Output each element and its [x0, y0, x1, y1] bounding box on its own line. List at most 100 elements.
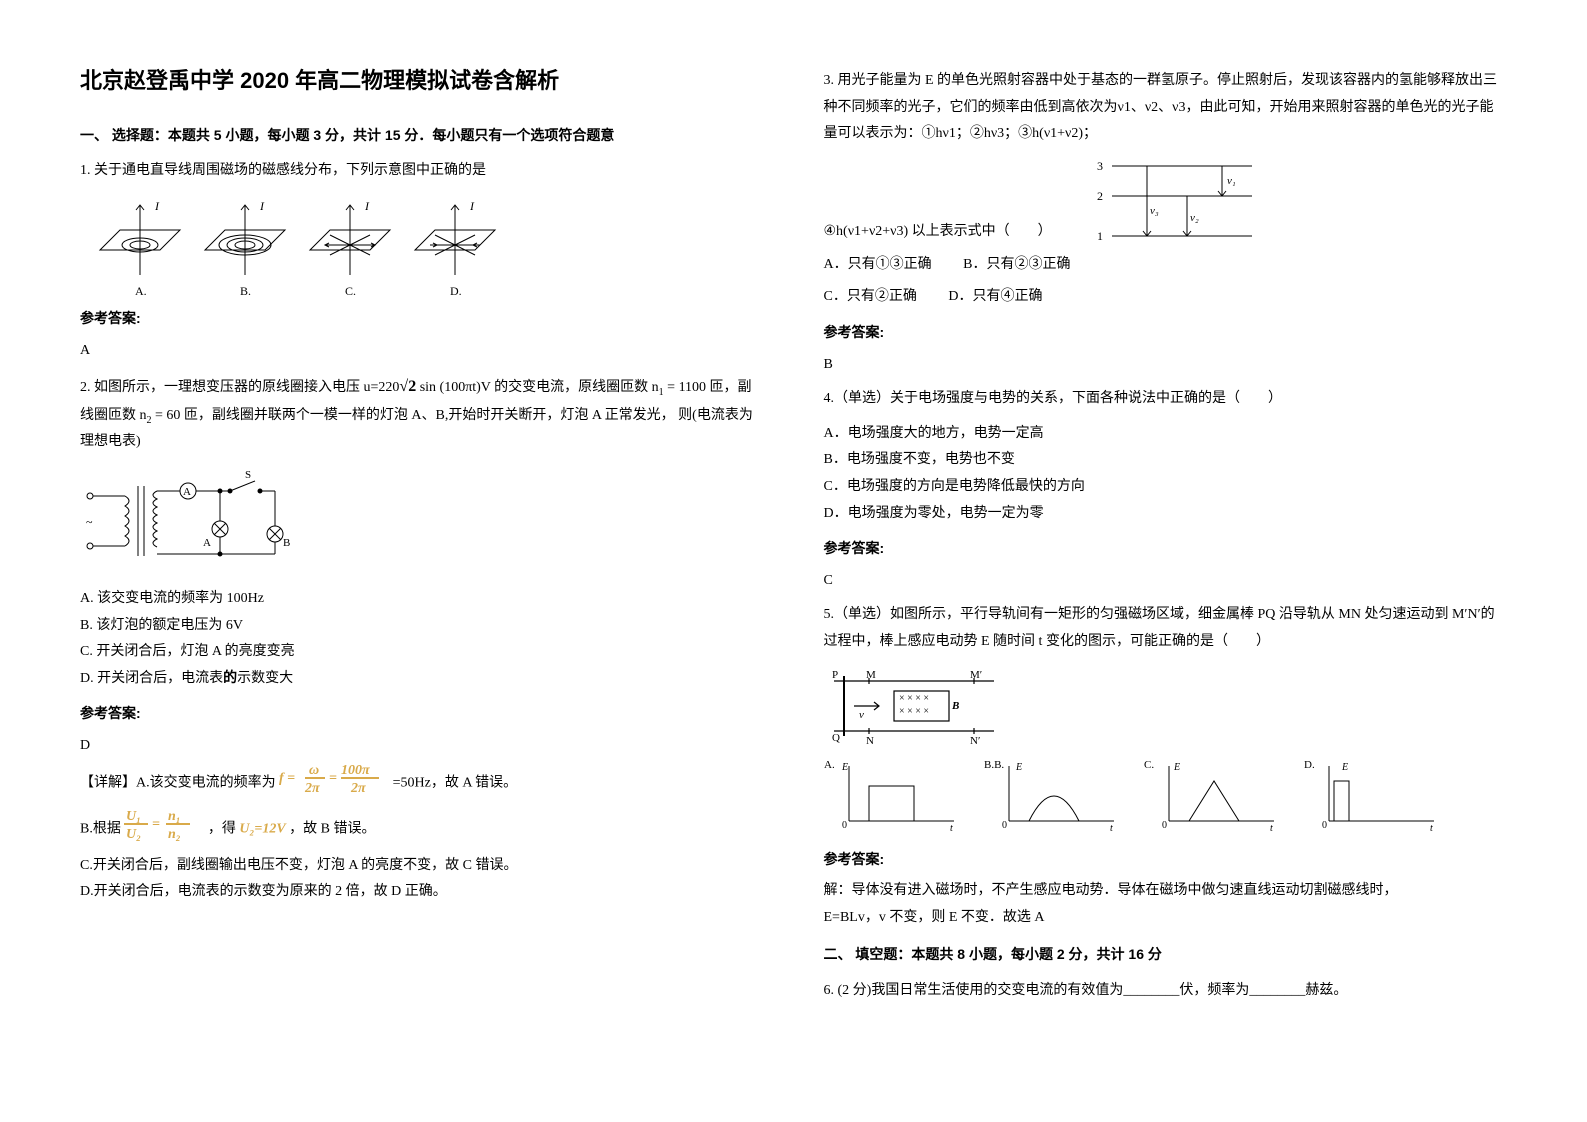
- section2-heading: 二、 填空题：本题共 8 小题，每小题 2 分，共计 16 分: [824, 941, 1508, 968]
- q4-answer-label: 参考答案:: [824, 535, 1508, 562]
- svg-text:A: A: [203, 537, 211, 549]
- svg-text:0: 0: [1162, 820, 1167, 831]
- svg-text:U₂: U₂: [126, 827, 141, 842]
- svg-text:E: E: [1173, 762, 1180, 773]
- svg-text:=: =: [152, 817, 160, 832]
- svg-text:S: S: [245, 469, 251, 481]
- q3-optB: B．只有②③正确: [963, 257, 1070, 272]
- q2-exp-D: D.开关闭合后，电流表的示数变为原来的 2 倍，故 D 正确。: [80, 879, 764, 906]
- svg-text:ν₂: ν₂: [1190, 212, 1199, 224]
- q3-optD: D．只有④正确: [948, 289, 1042, 304]
- q2-optA: A. 该交变电流的频率为 100Hz: [80, 586, 764, 613]
- q3-answer: B: [824, 352, 1508, 379]
- svg-text:t: t: [1430, 823, 1433, 834]
- svg-text:D.: D.: [450, 284, 462, 295]
- svg-text:t: t: [950, 823, 953, 834]
- q5-options-figure: A. E t 0 B.B. E t 0 C.: [824, 756, 1508, 836]
- svg-text:P: P: [832, 669, 838, 681]
- q6-stem: 6. (2 分)我国日常生活使用的交变电流的有效值为________伏，频率为_…: [824, 978, 1508, 1005]
- q3-energy-level-figure: 3 2 1 ν₁ ν₃ ν₂: [1092, 156, 1262, 246]
- svg-text:f =: f =: [279, 771, 295, 786]
- svg-text:t: t: [1110, 823, 1113, 834]
- svg-text:M: M: [866, 669, 876, 681]
- svg-text:I: I: [154, 199, 160, 213]
- q3-answer-label: 参考答案:: [824, 319, 1508, 346]
- svg-text:I: I: [364, 199, 370, 213]
- svg-text:v: v: [859, 709, 864, 721]
- svg-text:~: ~: [86, 515, 93, 529]
- q3-stem-2: ④h(ν1+ν2+ν3) 以上表示式中（ ）: [824, 219, 1052, 246]
- q4-optC: C．电场强度的方向是电势降低最快的方向: [824, 474, 1508, 501]
- svg-text:A.: A.: [135, 284, 147, 295]
- svg-text:n₂: n₂: [168, 827, 181, 842]
- svg-text:Q: Q: [832, 732, 840, 744]
- page-title: 北京赵登禹中学 2020 年高二物理模拟试卷含解析: [80, 60, 764, 102]
- svg-text:C.: C.: [1144, 759, 1154, 771]
- q5-answer-label: 参考答案:: [824, 846, 1508, 873]
- svg-text:× × × ×: × × × ×: [899, 706, 929, 717]
- svg-text:U₁: U₁: [126, 809, 141, 824]
- q4-optD: D．电场强度为零处，电势一定为零: [824, 501, 1508, 528]
- svg-text:0: 0: [842, 820, 847, 831]
- q5-exp-2: E=BLv，v 不变，则 E 不变．故选 A: [824, 905, 1508, 932]
- svg-text:0: 0: [1002, 820, 1007, 831]
- svg-text:I: I: [259, 199, 265, 213]
- svg-text:B: B: [951, 700, 959, 712]
- svg-text:M′: M′: [970, 669, 982, 681]
- q2-answer: D: [80, 733, 764, 760]
- svg-text:A.: A.: [824, 759, 835, 771]
- svg-text:3: 3: [1097, 159, 1103, 173]
- svg-text:ω: ω: [309, 763, 319, 778]
- q3-optC: C．只有②正确: [824, 289, 917, 304]
- q4-stem: 4.（单选）关于电场强度与电势的关系，下面各种说法中正确的是（ ）: [824, 386, 1508, 413]
- left-column: 北京赵登禹中学 2020 年高二物理模拟试卷含解析 一、 选择题：本题共 5 小…: [80, 60, 764, 1062]
- svg-text:N′: N′: [970, 735, 980, 746]
- svg-text:0: 0: [1322, 820, 1327, 831]
- svg-text:E: E: [841, 762, 848, 773]
- q3-options-row1: A．只有①③正确 B．只有②③正确: [824, 252, 1508, 279]
- svg-text:ν₁: ν₁: [1227, 175, 1236, 187]
- q2-transformer-figure: ~ A S: [80, 466, 764, 576]
- q2-stem: 2. 如图所示，一理想变压器的原线圈接入电压 u=220√2 sin (100π…: [80, 372, 764, 456]
- q5-stem-1: 5.（单选）如图所示，平行导轨间有一矩形的匀强磁场区域，细金属棒 PQ 沿导轨从…: [824, 602, 1508, 655]
- svg-text:2: 2: [1097, 189, 1103, 203]
- svg-text:100π: 100π: [341, 763, 370, 778]
- q1-answer-label: 参考答案:: [80, 305, 764, 332]
- q5-exp-1: 解：导体没有进入磁场时，不产生感应电动势．导体在磁场中做匀速直线运动切割磁感线时…: [824, 878, 1508, 905]
- svg-text:× × × ×: × × × ×: [899, 693, 929, 704]
- q2-exp-A: 【详解】A.该交变电流的频率为 f = ω 2π = 100π 2π =50Hz…: [80, 760, 764, 807]
- q3-stem-1: 3. 用光子能量为 E 的单色光照射容器中处于基态的一群氢原子。停止照射后，发现…: [824, 68, 1508, 148]
- section1-heading: 一、 选择题：本题共 5 小题，每小题 3 分，共计 15 分．每小题只有一个选…: [80, 122, 764, 149]
- q4-optA: A．电场强度大的地方，电势一定高: [824, 421, 1508, 448]
- q1-figure: I A. I B.: [80, 195, 764, 295]
- q3-options-row2: C．只有②正确 D．只有④正确: [824, 284, 1508, 311]
- q4-optB: B．电场强度不变，电势也不变: [824, 447, 1508, 474]
- q2-optD: D. 开关闭合后，电流表的示数变大: [80, 666, 764, 693]
- q2-exp-B: B.根据 U₁ U₂ = n₁ n₂ ，得 U₂=12V ，故 B 错误。: [80, 806, 764, 853]
- u2-value: U₂=12V: [239, 822, 285, 837]
- svg-text:n₁: n₁: [168, 809, 181, 824]
- q2-optB: B. 该灯泡的额定电压为 6V: [80, 613, 764, 640]
- svg-text:N: N: [866, 735, 874, 746]
- svg-text:t: t: [1270, 823, 1273, 834]
- q4-answer: C: [824, 568, 1508, 595]
- svg-text:A: A: [183, 486, 191, 498]
- svg-text:D.: D.: [1304, 759, 1315, 771]
- right-column: 3. 用光子能量为 E 的单色光照射容器中处于基态的一群氢原子。停止照射后，发现…: [824, 60, 1508, 1062]
- q1-answer: A: [80, 338, 764, 365]
- q2-answer-label: 参考答案:: [80, 700, 764, 727]
- q2-optC: C. 开关闭合后，灯泡 A 的亮度变亮: [80, 639, 764, 666]
- q2-stem-1: 2. 如图所示，一理想变压器的原线圈接入电压 u=220: [80, 380, 399, 395]
- svg-text:E: E: [1015, 762, 1022, 773]
- svg-text:B.: B.: [240, 284, 251, 295]
- svg-text:C.: C.: [345, 284, 356, 295]
- svg-text:1: 1: [1097, 229, 1103, 243]
- svg-text:B: B: [283, 537, 290, 549]
- svg-text:ν₃: ν₃: [1150, 205, 1159, 217]
- svg-text:B.B.: B.B.: [984, 759, 1004, 771]
- svg-text:=: =: [329, 771, 337, 786]
- q5-rail-figure: × × × × × × × × P Q M N M′ N′ v B: [824, 666, 1508, 746]
- q2-exp-C: C.开关闭合后，副线圈输出电压不变，灯泡 A 的亮度不变，故 C 错误。: [80, 853, 764, 880]
- svg-text:2π: 2π: [350, 781, 366, 796]
- formula-freq-icon: f = ω 2π = 100π 2π: [279, 760, 389, 807]
